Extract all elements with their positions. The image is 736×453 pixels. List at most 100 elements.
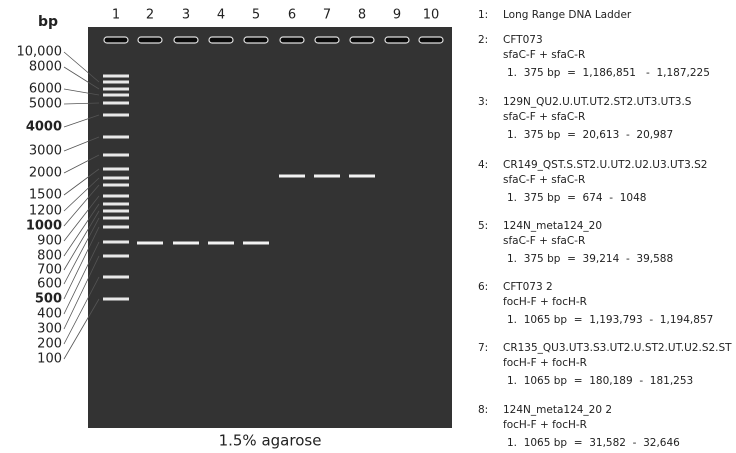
ladder-label: 400 xyxy=(37,307,62,322)
legend-number: 2: xyxy=(478,34,488,46)
legend-line: 1. 375 bp = 674 - 1048 xyxy=(507,192,646,204)
ladder-label: 700 xyxy=(37,263,62,278)
ladder-label: 4000 xyxy=(26,120,62,135)
ladder-label: 8000 xyxy=(29,60,62,75)
ladder-label: 800 xyxy=(37,249,62,264)
well xyxy=(244,37,268,43)
legend-line: sfaC-F + sfaC-R xyxy=(503,174,585,186)
ladder-label: 500 xyxy=(35,292,62,307)
sample-band xyxy=(243,242,269,245)
legend-line: sfaC-F + sfaC-R xyxy=(503,235,585,247)
lane-number: 6 xyxy=(288,8,296,23)
legend-number: 5: xyxy=(478,220,488,232)
ladder-band xyxy=(103,276,129,279)
lane-number: 2 xyxy=(146,8,154,23)
well xyxy=(138,37,162,43)
ladder-label: 6000 xyxy=(29,82,62,97)
ladder-band xyxy=(103,114,129,117)
ladder-label: 10,000 xyxy=(17,45,63,60)
legend-line: 1. 1065 bp = 1,193,793 - 1,194,857 xyxy=(507,314,713,326)
ladder-band xyxy=(103,102,129,105)
gel-figure: bp 1.5% agarose 1 2 3 4 5 6 7 8 9 10 10,0008000 600… xyxy=(0,0,736,453)
legend-line: Long Range DNA Ladder xyxy=(503,9,632,21)
ladder-band xyxy=(103,154,129,157)
ladder-band xyxy=(103,195,129,198)
ladder-band xyxy=(103,255,129,258)
ladder-band xyxy=(103,75,129,78)
ladder-label: 3000 xyxy=(29,144,62,159)
ladder-band xyxy=(103,298,129,301)
ladder-label: 1200 xyxy=(29,204,62,219)
ladder-band xyxy=(103,241,129,244)
ladder-label: 300 xyxy=(37,322,62,337)
legend-line: 1. 1065 bp = 180,189 - 181,253 xyxy=(507,375,693,387)
lane-number: 8 xyxy=(358,8,366,23)
well xyxy=(350,37,374,43)
ladder-label: 1500 xyxy=(29,188,62,203)
lane-number: 5 xyxy=(252,8,260,23)
legend-line: sfaC-F + sfaC-R xyxy=(503,49,585,61)
ladder-label: 100 xyxy=(37,352,62,367)
legend-number: 8: xyxy=(478,404,488,416)
legend-line: focH-F + focH-R xyxy=(503,296,587,308)
legend-number: 7: xyxy=(478,342,488,354)
legend-line: CR149_QST.S.ST2.U.UT2.U2.U3.UT3.S2 xyxy=(503,159,707,171)
ladder-label: 600 xyxy=(37,277,62,292)
legend-line: focH-F + focH-R xyxy=(503,419,587,431)
lane-number: 3 xyxy=(182,8,190,23)
legend-line: CR135_QU3.UT3.S3.UT2.U.ST2.UT.U2.S2.ST xyxy=(503,342,732,354)
legend-line: 1. 375 bp = 1,186,851 - 1,187,225 xyxy=(507,67,710,79)
sample-band xyxy=(173,242,199,245)
ladder-band xyxy=(103,177,129,180)
ladder-label: 1000 xyxy=(26,219,62,234)
ladder-label: 200 xyxy=(37,337,62,352)
lane-number: 9 xyxy=(393,8,401,23)
legend-number: 1: xyxy=(478,9,488,21)
well xyxy=(209,37,233,43)
sample-band xyxy=(279,175,305,178)
legend-line: focH-F + focH-R xyxy=(503,357,587,369)
legend-number: 3: xyxy=(478,96,488,108)
legend-line: CFT073 xyxy=(503,34,543,46)
ladder-band xyxy=(103,136,129,139)
ladder-band xyxy=(103,203,129,206)
gel xyxy=(88,27,452,428)
ladder-band xyxy=(103,88,129,91)
legend-number: 6: xyxy=(478,281,488,293)
well xyxy=(315,37,339,43)
well xyxy=(385,37,409,43)
lane-number: 4 xyxy=(217,8,225,23)
sample-band xyxy=(349,175,375,178)
well xyxy=(419,37,443,43)
legend-line: 124N_meta124_20 2 xyxy=(503,404,612,416)
lane-number: 7 xyxy=(323,8,331,23)
axis-label: bp xyxy=(38,14,58,30)
ladder-band xyxy=(103,94,129,97)
ladder-band xyxy=(103,81,129,84)
sample-band xyxy=(314,175,340,178)
sample-band xyxy=(208,242,234,245)
lane-number: 1 xyxy=(112,8,120,23)
well xyxy=(104,37,128,43)
well xyxy=(280,37,304,43)
ladder-band xyxy=(103,184,129,187)
legend-line: 1. 375 bp = 20,613 - 20,987 xyxy=(507,129,673,141)
sample-band xyxy=(137,242,163,245)
legend-number: 4: xyxy=(478,159,488,171)
ladder-band xyxy=(103,226,129,229)
legend-line: CFT073 2 xyxy=(503,281,553,293)
legend-line: sfaC-F + sfaC-R xyxy=(503,111,585,123)
legend-line: 1. 1065 bp = 31,582 - 32,646 xyxy=(507,437,680,449)
legend-line: 1. 375 bp = 39,214 - 39,588 xyxy=(507,253,673,265)
ladder-band xyxy=(103,210,129,213)
well xyxy=(174,37,198,43)
ladder-band xyxy=(103,168,129,171)
legend-line: 124N_meta124_20 xyxy=(503,220,602,232)
legend-line: 129N_QU2.U.UT.UT2.ST2.UT3.UT3.S xyxy=(503,96,692,108)
ladder-label: 5000 xyxy=(29,97,62,112)
lane-number: 10 xyxy=(423,8,440,23)
ladder-label: 2000 xyxy=(29,166,62,181)
caption: 1.5% agarose xyxy=(219,432,322,450)
ladder-band xyxy=(103,217,129,220)
ladder-label: 900 xyxy=(37,234,62,249)
